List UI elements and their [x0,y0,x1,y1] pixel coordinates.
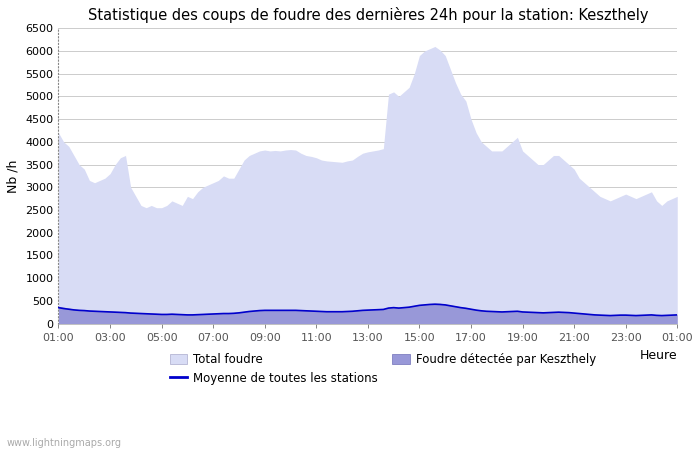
Text: Heure: Heure [640,349,677,362]
Title: Statistique des coups de foudre des dernières 24h pour la station: Keszthely: Statistique des coups de foudre des dern… [88,7,648,23]
Text: www.lightningmaps.org: www.lightningmaps.org [7,438,122,448]
Legend: Total foudre, Moyenne de toutes les stations, Foudre détectée par Keszthely: Total foudre, Moyenne de toutes les stat… [169,353,596,385]
Y-axis label: Nb /h: Nb /h [7,159,20,193]
